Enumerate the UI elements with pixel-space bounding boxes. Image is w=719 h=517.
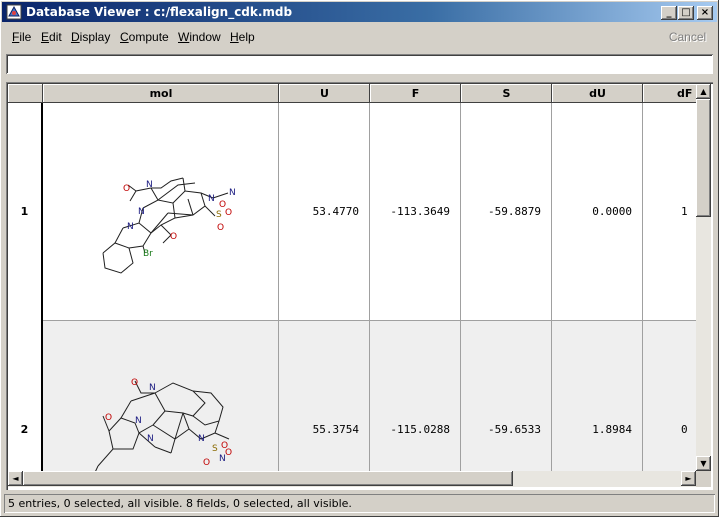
minimize-button[interactable]: _	[661, 6, 677, 20]
value-cell-du[interactable]: 1.8984	[552, 321, 643, 471]
menu-compute-mnemonic: C	[120, 30, 129, 44]
value-cell-f[interactable]: -115.0288	[370, 321, 461, 471]
scroll-down-button[interactable]: ▼	[696, 456, 711, 471]
atom-o: O	[170, 232, 177, 242]
atom-o: O	[123, 184, 130, 194]
atom-o: O	[219, 200, 226, 210]
value-du: 0.0000	[592, 205, 632, 218]
scroll-right-button[interactable]: ►	[681, 471, 696, 486]
column-header-s[interactable]: S	[461, 84, 552, 103]
table-row[interactable]: 1	[8, 103, 696, 321]
cancel-button[interactable]: Cancel	[668, 30, 707, 44]
value-du: 1.8984	[592, 423, 632, 436]
menu-file-mnemonic: F	[12, 30, 20, 44]
column-header-mol[interactable]: mol	[43, 84, 279, 103]
menu-display-label: isplay	[79, 30, 111, 44]
value-cell-u[interactable]: 55.3754	[279, 321, 370, 471]
value-u: 55.3754	[312, 423, 359, 436]
atom-o: O	[203, 458, 210, 468]
atom-s: S	[216, 210, 222, 220]
atom-o: O	[105, 413, 112, 423]
atom-n: N	[147, 434, 154, 444]
close-button[interactable]: ×	[697, 6, 713, 20]
value-cell-f[interactable]: -113.3649	[370, 103, 461, 321]
atom-n: N	[149, 383, 156, 393]
menu-display-mnemonic: D	[71, 30, 80, 44]
value-cell-s[interactable]: -59.6533	[461, 321, 552, 471]
atom-o: O	[221, 441, 228, 451]
value-cell-df[interactable]: 0	[643, 321, 696, 471]
menu-edit[interactable]: Edit	[41, 30, 62, 44]
scroll-up-button[interactable]: ▲	[696, 84, 711, 99]
vertical-scroll-thumb[interactable]	[696, 99, 711, 217]
menu-compute[interactable]: Compute	[120, 30, 169, 44]
results-grid: mol U F S dU dF 1	[6, 82, 713, 490]
value-f: -115.0288	[390, 423, 450, 436]
table-row[interactable]: 2	[8, 321, 696, 471]
value-cell-s[interactable]: -59.8879	[461, 103, 552, 321]
menu-edit-mnemonic: E	[41, 30, 50, 44]
grid-corner[interactable]	[8, 84, 43, 103]
atom-n: N	[208, 194, 215, 204]
scroll-left-button[interactable]: ◄	[8, 471, 23, 486]
menu-bar: File Edit Display Compute Window Help	[2, 24, 717, 50]
horizontal-scrollbar[interactable]: ◄ ►	[8, 471, 696, 487]
row-index[interactable]: 2	[8, 321, 43, 471]
value-f: -113.3649	[390, 205, 450, 218]
value-cell-df[interactable]: 1	[643, 103, 696, 321]
menu-edit-label: dit	[49, 30, 62, 44]
atom-br: Br	[143, 249, 153, 259]
maximize-button[interactable]: □	[678, 6, 694, 20]
window-title: Database Viewer : c:/flexalign_cdk.mdb	[26, 5, 293, 19]
atom-o: O	[225, 448, 232, 458]
value-u: 53.4770	[312, 205, 359, 218]
column-header-u[interactable]: U	[279, 84, 370, 103]
menu-help-mnemonic: H	[230, 30, 239, 44]
atom-o: O	[225, 208, 232, 218]
column-header-f[interactable]: F	[370, 84, 461, 103]
value-df: 1	[681, 205, 688, 218]
atom-n: N	[127, 222, 134, 232]
value-s: -59.8879	[488, 205, 541, 218]
menu-window[interactable]: Window	[178, 30, 221, 44]
atom-o: O	[217, 223, 224, 233]
value-s: -59.6533	[488, 423, 541, 436]
atom-n: N	[138, 207, 145, 217]
menu-help-label: elp	[238, 30, 255, 44]
value-df: 0	[681, 423, 688, 436]
horizontal-scroll-thumb[interactable]	[23, 471, 513, 486]
menu-compute-label: ompute	[128, 30, 169, 44]
atom-n: N	[198, 434, 205, 444]
mol-cell[interactable]: O N O N N Br N S O O O N	[43, 321, 279, 471]
column-header-du[interactable]: dU	[552, 84, 643, 103]
menu-window-mnemonic: W	[178, 30, 190, 44]
menu-help[interactable]: Help	[230, 30, 255, 44]
mol-cell[interactable]: O N N N N O Br S O O O N	[43, 103, 279, 321]
value-cell-u[interactable]: 53.4770	[279, 103, 370, 321]
atom-s: S	[212, 444, 218, 454]
app-icon	[6, 4, 22, 20]
status-bar: 5 entries, 0 selected, all visible. 8 fi…	[4, 494, 715, 513]
scroll-corner	[696, 471, 711, 487]
query-input[interactable]	[6, 54, 713, 74]
menu-display[interactable]: Display	[71, 30, 110, 44]
title-bar[interactable]: Database Viewer : c:/flexalign_cdk.mdb _…	[2, 2, 717, 22]
atom-n: N	[146, 180, 153, 190]
grid-viewport: mol U F S dU dF 1	[8, 84, 696, 471]
row-index[interactable]: 1	[8, 103, 43, 321]
value-cell-du[interactable]: 0.0000	[552, 103, 643, 321]
atom-n: N	[229, 188, 236, 198]
menu-file-label: ile	[19, 30, 32, 44]
molecule-structure-2: O N O N N Br N S O O O N	[95, 378, 232, 471]
menu-window-label: indow	[189, 30, 221, 44]
atom-o: O	[131, 378, 138, 388]
vertical-scrollbar[interactable]: ▲ ▼	[696, 84, 711, 471]
column-header-df[interactable]: dF	[643, 84, 696, 103]
atom-n: N	[219, 454, 226, 464]
menu-file[interactable]: File	[12, 30, 31, 44]
molecule-structure-1: O N N N N O Br S O O O N	[102, 177, 236, 274]
atom-n: N	[135, 416, 142, 426]
